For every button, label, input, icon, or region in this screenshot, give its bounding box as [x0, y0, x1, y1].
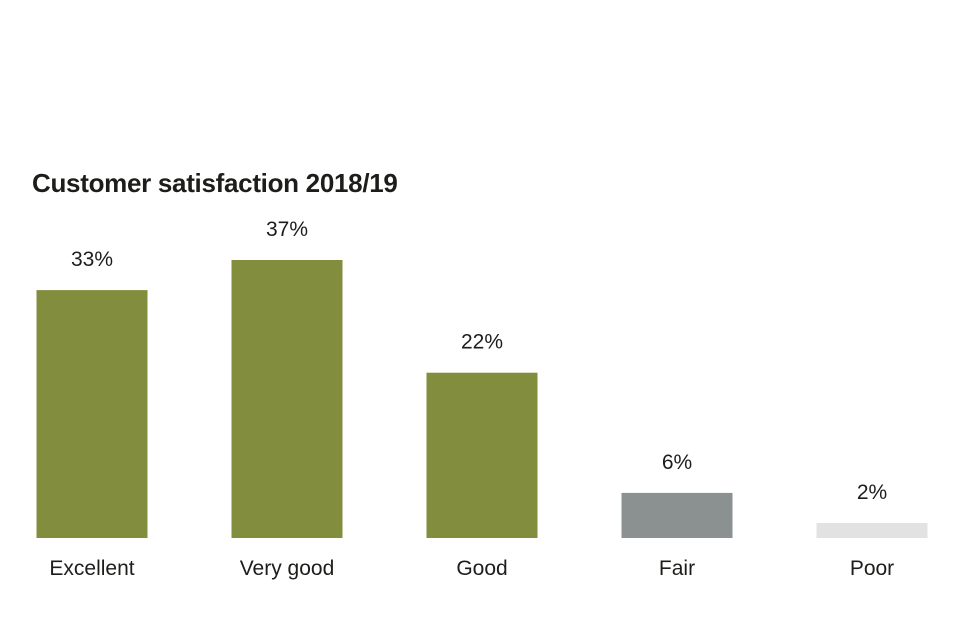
category-label-good: Good [456, 557, 507, 580]
value-label-good: 22% [461, 331, 503, 354]
bar-poor [816, 523, 928, 538]
chart-title: Customer satisfaction 2018/19 [32, 168, 398, 198]
value-label-excellent: 33% [71, 248, 113, 271]
value-label-fair: 6% [662, 451, 692, 474]
category-label-very-good: Very good [240, 557, 335, 580]
bar-good [426, 372, 538, 538]
category-label-poor: Poor [850, 557, 894, 580]
value-label-poor: 2% [857, 481, 887, 504]
bar-fair [621, 492, 733, 538]
bar-very-good [231, 260, 343, 538]
bar-excellent [36, 290, 148, 538]
category-label-excellent: Excellent [49, 557, 134, 580]
value-label-very-good: 37% [266, 218, 308, 241]
category-label-fair: Fair [659, 557, 695, 580]
